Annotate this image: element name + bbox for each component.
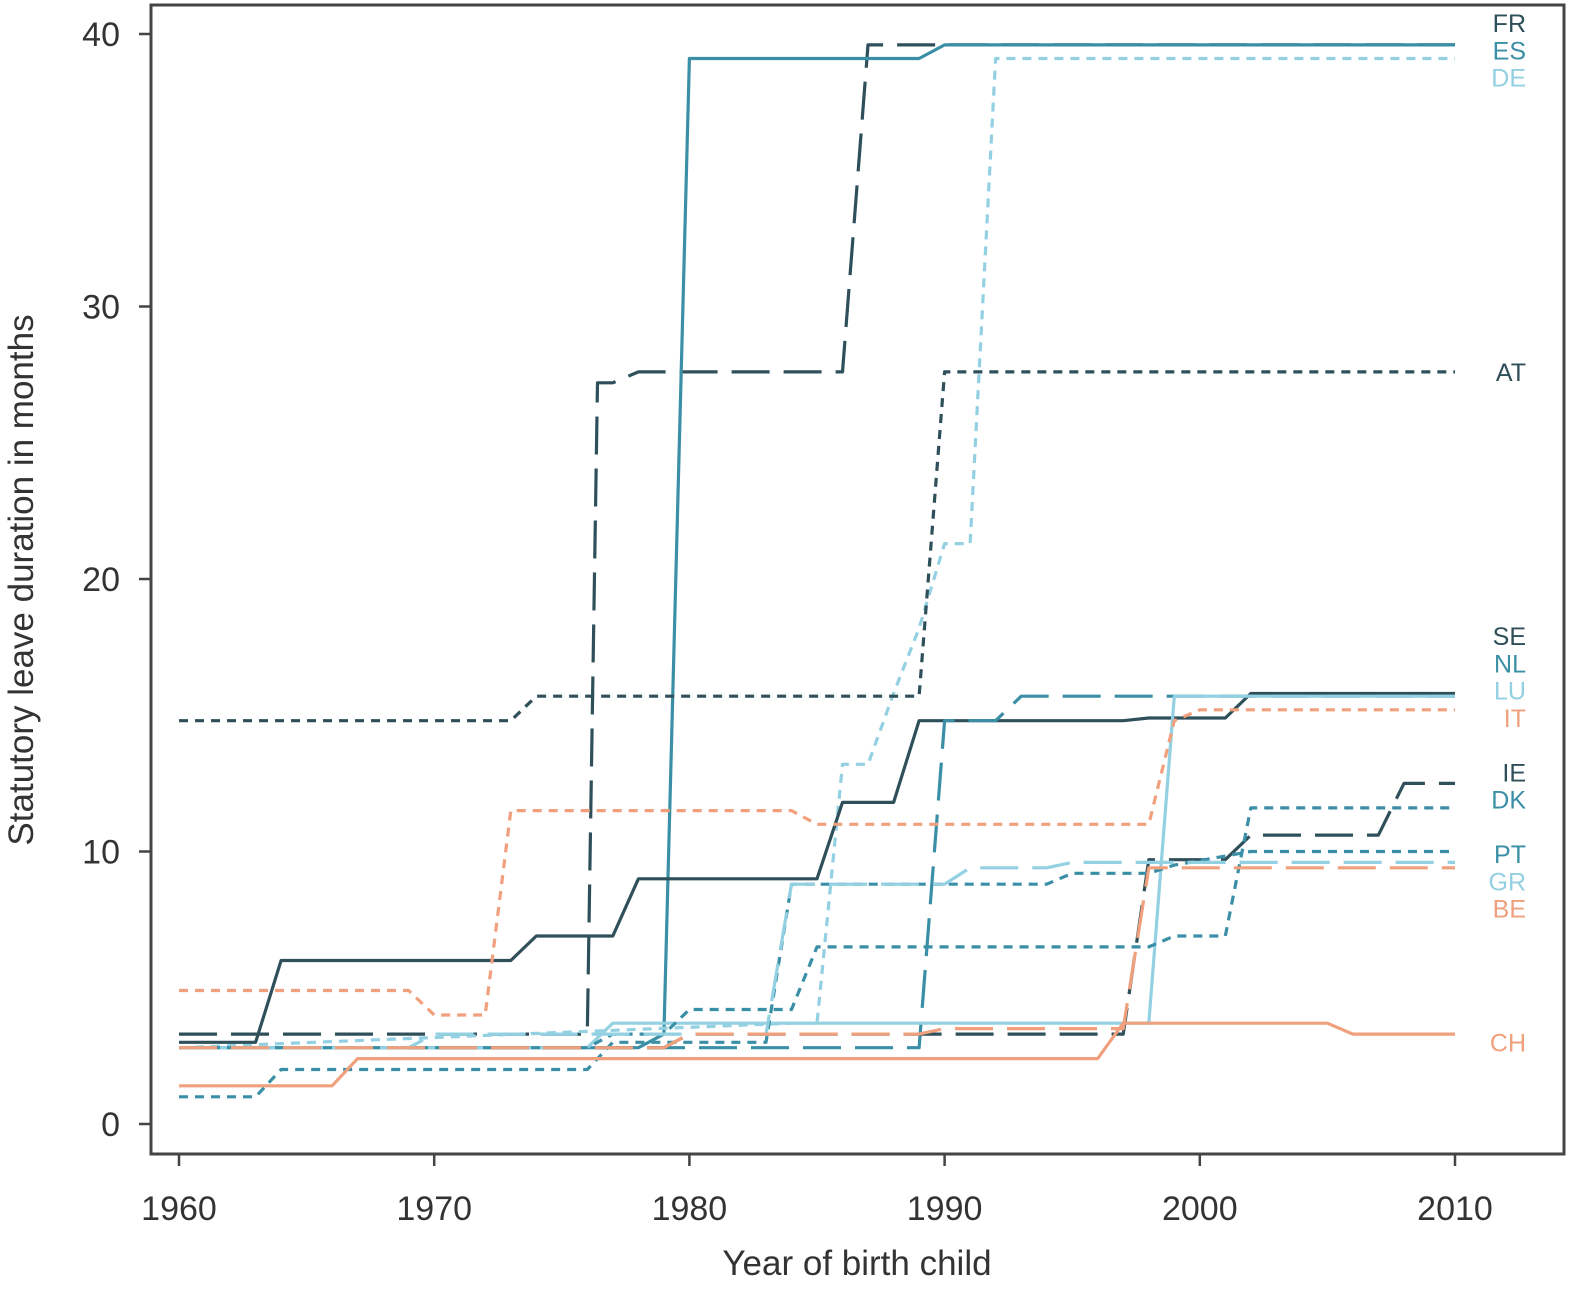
series-line-ch <box>179 1021 1455 1088</box>
x-tick-label: 2000 <box>1162 1190 1238 1228</box>
series-label-pt: PT <box>1494 841 1526 869</box>
series-label-lu: LU <box>1494 678 1526 706</box>
series-line-nl <box>179 694 1455 1050</box>
series-line-be <box>179 866 1455 1050</box>
series-line-fr <box>179 43 1455 1036</box>
series-label-se: SE <box>1493 623 1526 651</box>
x-tick-label: 1980 <box>652 1190 728 1228</box>
series-line-ie <box>179 781 1455 1050</box>
x-tick-label: 1990 <box>907 1190 983 1228</box>
series-line-se <box>179 691 1455 1044</box>
series-line-es <box>179 43 1455 1050</box>
x-axis: 1960 1970 1980 1990 2000 2010 <box>141 1154 1493 1228</box>
y-tick-label: 0 <box>101 1106 120 1144</box>
x-tick-label: 1970 <box>396 1190 472 1228</box>
y-axis-title: Statutory leave duration in months <box>2 314 41 845</box>
series-label-at: AT <box>1496 359 1526 387</box>
x-tick-label: 2010 <box>1417 1190 1493 1228</box>
series-line-dk <box>179 806 1455 1050</box>
series-line-de <box>178 56 1455 1050</box>
y-tick-label: 40 <box>82 16 120 54</box>
x-axis-title: Year of birth child <box>722 1244 991 1283</box>
series-line-at <box>179 370 1455 723</box>
y-tick-label: 30 <box>82 289 120 327</box>
series-line-it <box>179 708 1455 1017</box>
y-axis: 0 10 20 30 40 <box>82 16 151 1144</box>
series-label-fr: FR <box>1493 10 1526 38</box>
series-label-de: DE <box>1491 65 1526 93</box>
series-lines <box>178 43 1455 1099</box>
series-label-ie: IE <box>1502 759 1526 787</box>
series-label-es: ES <box>1493 37 1526 65</box>
x-tick-label: 1960 <box>141 1190 217 1228</box>
series-label-dk: DK <box>1491 787 1526 815</box>
series-label-be: BE <box>1493 896 1526 924</box>
series-line-lu <box>179 694 1455 1050</box>
plot-frame <box>149 3 1566 1156</box>
series-label-ch: CH <box>1490 1029 1526 1057</box>
series-label-gr: GR <box>1489 868 1527 896</box>
series-label-it: IT <box>1504 705 1526 733</box>
y-tick-label: 10 <box>82 834 120 872</box>
y-tick-label: 20 <box>82 561 120 599</box>
series-line-gr <box>179 860 1455 1050</box>
series-label-nl: NL <box>1494 650 1526 678</box>
